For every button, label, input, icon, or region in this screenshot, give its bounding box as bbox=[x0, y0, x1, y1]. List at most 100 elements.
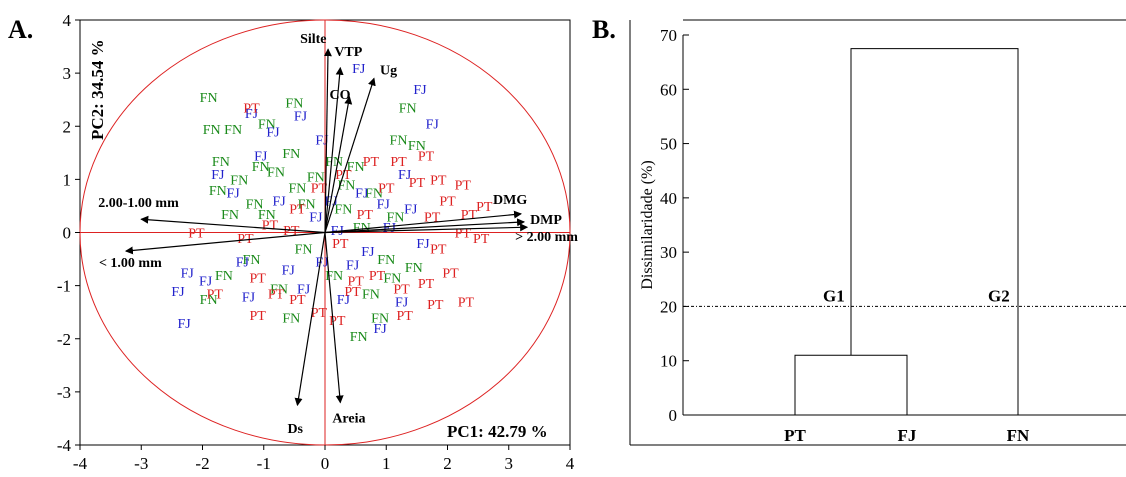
pca-x-tick-label: -1 bbox=[257, 454, 271, 473]
point-fj: FJ bbox=[272, 195, 286, 210]
point-pt: PT bbox=[332, 237, 349, 252]
vector-arrow bbox=[324, 218, 526, 234]
pc1-label: PC1: 42.79 % bbox=[447, 422, 548, 441]
point-pt: PT bbox=[249, 272, 266, 287]
point-fj: FJ bbox=[315, 256, 329, 271]
point-pt: PT bbox=[418, 277, 435, 292]
pca-x-tick-label: -4 bbox=[73, 454, 88, 473]
point-fj: FJ bbox=[254, 149, 268, 164]
leaf-label: PT bbox=[784, 426, 806, 445]
point-fj: FJ bbox=[181, 266, 195, 281]
pca-x-tick-label: -2 bbox=[195, 454, 209, 473]
point-fn: FN bbox=[282, 312, 300, 327]
pca-x-tick-label: 3 bbox=[505, 454, 514, 473]
point-fj: FJ bbox=[374, 322, 388, 337]
point-fn: FN bbox=[224, 123, 242, 138]
point-fn: FN bbox=[350, 330, 368, 345]
vector-label: < 1.00 mm bbox=[99, 256, 162, 271]
point-pt: PT bbox=[347, 274, 364, 289]
point-pt: PT bbox=[427, 298, 444, 313]
vector-label: DMG bbox=[493, 193, 527, 208]
point-fn: FN bbox=[365, 187, 383, 202]
point-fj: FJ bbox=[346, 258, 360, 273]
vector-arrow bbox=[140, 215, 326, 234]
vector-arrow bbox=[324, 232, 344, 404]
point-fn: FN bbox=[267, 165, 285, 180]
pca-x-tick-label: -3 bbox=[134, 454, 148, 473]
point-fn: FN bbox=[282, 147, 300, 162]
point-fn: FN bbox=[337, 179, 355, 194]
point-fj: FJ bbox=[178, 317, 192, 332]
point-fj: FJ bbox=[242, 290, 256, 305]
dendro-y-tick-label: 20 bbox=[660, 297, 677, 316]
point-pt: PT bbox=[289, 203, 306, 218]
point-pt: PT bbox=[363, 155, 380, 170]
point-fn: FN bbox=[408, 139, 426, 154]
pc2-label: PC2: 34.54 % bbox=[88, 39, 107, 140]
point-fn: FN bbox=[371, 312, 389, 327]
point-fj: FJ bbox=[171, 285, 185, 300]
vector-arrow bbox=[324, 223, 529, 234]
point-fn: FN bbox=[200, 293, 218, 308]
vector-label: Ug bbox=[380, 63, 397, 78]
dendro-y-tick-label: 70 bbox=[660, 26, 677, 45]
point-fn: FN bbox=[295, 242, 313, 257]
point-fj: FJ bbox=[355, 187, 369, 202]
point-pt: PT bbox=[311, 181, 328, 196]
point-fj: FJ bbox=[377, 197, 391, 212]
leaf-label: FJ bbox=[898, 426, 917, 445]
point-fj: FJ bbox=[227, 187, 241, 202]
point-fj: FJ bbox=[211, 168, 225, 183]
point-fn: FN bbox=[399, 102, 417, 117]
point-fj: FJ bbox=[315, 134, 329, 149]
point-fn: FN bbox=[212, 155, 230, 170]
vector-arrow bbox=[324, 96, 353, 233]
point-pt: PT bbox=[455, 227, 472, 242]
point-fj: FJ bbox=[398, 168, 412, 183]
point-pt: PT bbox=[418, 149, 435, 164]
point-pt: PT bbox=[207, 288, 224, 303]
point-fj: FJ bbox=[404, 203, 418, 218]
point-pt: PT bbox=[369, 269, 386, 284]
point-pt: PT bbox=[455, 179, 472, 194]
point-fn: FN bbox=[203, 123, 221, 138]
point-fn: FN bbox=[405, 261, 423, 276]
point-pt: PT bbox=[442, 266, 459, 281]
point-fn: FN bbox=[221, 208, 239, 223]
point-fn: FN bbox=[298, 197, 316, 212]
point-fj: FJ bbox=[309, 211, 323, 226]
point-fn: FN bbox=[307, 171, 325, 186]
point-fn: FN bbox=[334, 203, 352, 218]
point-fj: FJ bbox=[266, 126, 280, 141]
point-pt: PT bbox=[458, 296, 475, 311]
vector-arrow bbox=[294, 232, 326, 407]
point-fn: FN bbox=[252, 160, 270, 175]
vector-label: > 2.00 mm bbox=[515, 230, 578, 245]
point-fn: FN bbox=[215, 269, 233, 284]
pca-y-tick-label: -3 bbox=[57, 383, 71, 402]
point-fj: FJ bbox=[426, 118, 440, 133]
dendro-y-tick-label: 60 bbox=[660, 80, 677, 99]
pca-y-tick-label: 0 bbox=[63, 224, 72, 243]
point-pt: PT bbox=[268, 288, 285, 303]
dendro-y-tick-label: 10 bbox=[660, 352, 677, 371]
vector-arrow bbox=[324, 210, 522, 234]
pca-x-ticks: -4 -3 -2 -1 0 1 2 3 4 bbox=[73, 445, 575, 473]
point-fn: FN bbox=[347, 160, 365, 175]
point-pt: PT bbox=[329, 314, 346, 329]
pca-y-tick-label: -2 bbox=[57, 330, 71, 349]
point-pt: PT bbox=[357, 208, 374, 223]
point-fj: FJ bbox=[245, 107, 259, 122]
vector-arrow bbox=[323, 48, 332, 233]
point-fj: FJ bbox=[416, 237, 430, 252]
point-fn: FN bbox=[288, 181, 306, 196]
point-pt: PT bbox=[289, 293, 306, 308]
dendro-y-ticks: 0 10 20 30 40 50 60 70 bbox=[660, 26, 689, 425]
point-fn: FN bbox=[246, 197, 264, 212]
pca-x-tick-label: 4 bbox=[566, 454, 575, 473]
pca-y-tick-label: -4 bbox=[57, 436, 72, 455]
pca-y-tick-label: 4 bbox=[63, 11, 72, 30]
leaf-label: FN bbox=[1007, 426, 1030, 445]
point-fj: FJ bbox=[395, 296, 409, 311]
